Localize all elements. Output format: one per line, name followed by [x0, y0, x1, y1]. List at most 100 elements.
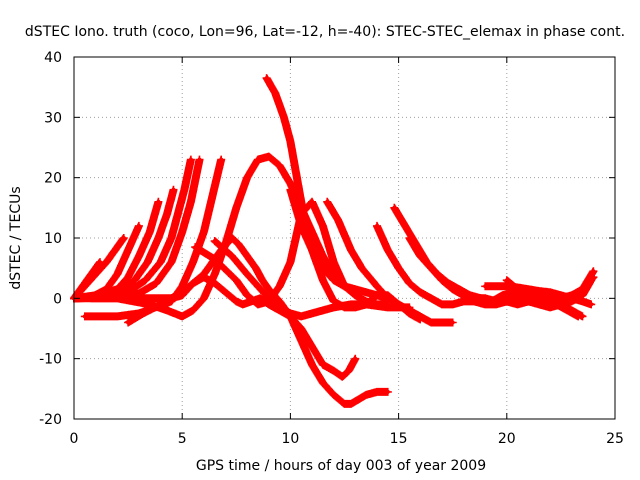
data-point: [234, 299, 239, 304]
data-point: [115, 296, 120, 301]
data-point: [277, 299, 282, 304]
data-point: [537, 296, 542, 301]
data-point: [165, 211, 170, 216]
data-point: [396, 266, 401, 271]
data-point: [461, 299, 466, 304]
data-point: [277, 305, 282, 310]
data-point: [277, 284, 282, 289]
data-point: [154, 281, 159, 286]
data-point: [277, 163, 282, 168]
data-point: [288, 139, 293, 144]
data-point: [548, 293, 553, 298]
data-point: [439, 278, 444, 283]
y-tick-label: 20: [44, 171, 62, 187]
data-point: [342, 401, 347, 406]
data-point: [281, 115, 286, 120]
x-tick-label: 25: [606, 431, 624, 447]
data-point: [450, 287, 455, 292]
x-tick-label: 15: [390, 431, 408, 447]
data-point: [515, 302, 520, 307]
data-point: [336, 217, 340, 222]
data-point: [385, 305, 390, 310]
data-point: [580, 314, 585, 319]
data-point: [156, 236, 161, 240]
series-track: [323, 197, 457, 327]
data-point: [591, 269, 596, 274]
data-point: [439, 302, 444, 307]
data-point: [385, 248, 390, 253]
data-point: [180, 290, 185, 295]
x-tick-label: 10: [281, 431, 299, 447]
data-point: [385, 389, 390, 394]
data-point: [342, 284, 347, 289]
data-point: [504, 299, 509, 304]
data-point: [580, 299, 585, 304]
data-point: [526, 299, 531, 304]
series-track: [546, 273, 598, 303]
data-point: [439, 320, 444, 325]
data-point: [288, 181, 293, 186]
data-point: [115, 245, 120, 250]
data-point: [255, 157, 260, 162]
data-point: [245, 254, 250, 259]
data-point: [325, 199, 330, 204]
data-point: [175, 211, 180, 216]
data-point: [136, 223, 141, 228]
data-point: [240, 302, 245, 307]
data-point: [236, 242, 241, 246]
data-point: [266, 287, 271, 292]
data-series: [70, 74, 598, 408]
data-point: [418, 314, 423, 319]
data-point: [407, 281, 412, 286]
data-point: [201, 230, 206, 234]
data-point: [158, 296, 163, 301]
data-point: [511, 290, 516, 295]
data-point: [558, 296, 563, 301]
x-tick-label: 20: [498, 431, 516, 447]
data-point: [364, 302, 369, 307]
data-point: [165, 308, 170, 313]
data-point: [548, 299, 553, 304]
data-point: [260, 278, 265, 283]
data-point: [158, 260, 163, 265]
data-point: [288, 260, 293, 265]
data-point: [526, 293, 531, 298]
data-point: [375, 223, 379, 228]
data-point: [429, 266, 434, 271]
data-point: [147, 230, 152, 234]
data-point: [266, 154, 271, 159]
data-point: [219, 157, 224, 162]
data-point: [255, 284, 260, 289]
data-point: [418, 290, 423, 295]
data-point: [169, 260, 174, 265]
y-tick-label: 0: [53, 291, 62, 307]
data-point: [273, 91, 278, 96]
data-point: [331, 260, 336, 265]
data-point: [558, 302, 563, 307]
data-point: [210, 193, 215, 198]
data-point: [193, 245, 198, 250]
data-point: [591, 275, 596, 280]
data-point: [93, 272, 98, 277]
data-point: [429, 320, 434, 325]
data-point: [288, 311, 293, 316]
data-point: [136, 254, 141, 259]
data-point: [359, 266, 364, 271]
data-point: [346, 368, 351, 373]
data-point: [201, 296, 206, 301]
data-point: [353, 305, 358, 310]
data-point: [191, 308, 195, 313]
data-point: [320, 266, 325, 271]
data-point: [212, 257, 217, 262]
data-point: [264, 76, 269, 81]
data-point: [353, 287, 358, 292]
data-point: [191, 260, 195, 265]
data-point: [494, 284, 498, 289]
data-point: [483, 284, 488, 289]
data-point: [580, 293, 585, 298]
x-tick-label: 5: [178, 431, 187, 447]
data-point: [340, 374, 345, 379]
data-point: [234, 278, 239, 283]
data-point: [121, 236, 126, 240]
data-point: [201, 272, 206, 277]
